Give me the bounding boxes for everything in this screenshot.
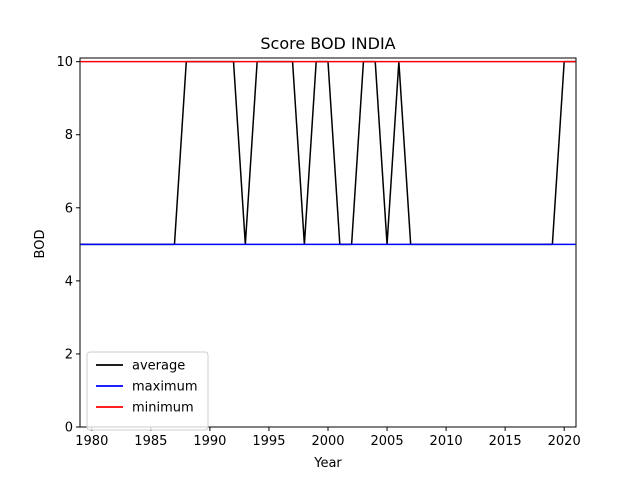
x-axis: 1980 1985 1990 1995 2000 2005 2010 2015 2020 (75, 427, 581, 449)
series-line-average (80, 60, 576, 246)
y-axis: 0 2 4 6 8 10 (56, 55, 80, 436)
x-tick-label: 2020 (548, 434, 581, 449)
x-tick-label: 2000 (311, 434, 344, 449)
legend-box (86, 351, 209, 431)
chart-title: Score BOD INDIA (260, 34, 395, 53)
legend-label: average (132, 359, 185, 374)
legend-label: minimum (132, 401, 194, 416)
y-tick-label: 8 (65, 128, 73, 143)
y-tick-label: 6 (65, 201, 73, 216)
x-tick-label: 2015 (489, 434, 522, 449)
x-tick-label: 1995 (252, 434, 285, 449)
x-axis-title: Year (313, 456, 342, 471)
y-tick-label: 2 (65, 347, 73, 362)
y-tick-label: 0 (65, 421, 73, 436)
x-tick-label: 1985 (134, 434, 167, 449)
x-tick-label: 2010 (430, 434, 463, 449)
series-group (80, 60, 576, 246)
y-tick-label: 10 (56, 55, 73, 70)
x-tick-label: 1990 (193, 434, 226, 449)
x-tick-label: 2005 (371, 434, 404, 449)
legend: average maximum minimum (86, 351, 209, 431)
y-axis-title: BOD (33, 230, 48, 259)
x-tick-label: 1980 (75, 434, 108, 449)
y-tick-label: 4 (65, 274, 73, 289)
legend-label: maximum (132, 380, 198, 395)
